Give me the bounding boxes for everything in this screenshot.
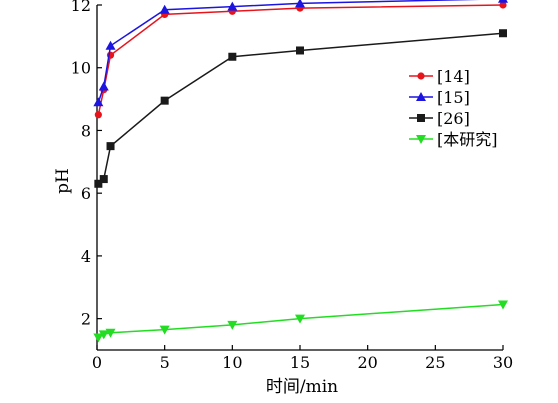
axes: 0 5 10 15 20 25 30 2 4 6 8 10 12 xyxy=(71,0,514,372)
data-point xyxy=(105,328,116,338)
data-point xyxy=(93,97,104,107)
y-tick-label: 10 xyxy=(71,59,91,78)
y-tick-label: 2 xyxy=(81,310,91,329)
data-point xyxy=(159,4,170,14)
legend-swatch-marker xyxy=(416,92,426,101)
data-point xyxy=(93,333,104,343)
data-point xyxy=(94,111,102,119)
data-point xyxy=(499,29,507,38)
data-point xyxy=(98,330,109,340)
legend-entry: [14] xyxy=(409,67,470,86)
x-tick-label: 10 xyxy=(222,353,242,372)
series-layer xyxy=(93,0,508,343)
legend-label: [15] xyxy=(437,88,470,107)
data-point xyxy=(295,314,305,324)
x-tick-label: 0 xyxy=(92,353,102,372)
data-point xyxy=(99,175,108,184)
legend-entry: [本研究] xyxy=(409,130,498,149)
data-point xyxy=(159,325,170,335)
data-point xyxy=(106,142,115,151)
data-point xyxy=(227,1,238,11)
x-tick-label: 25 xyxy=(425,353,445,372)
legend-label: [本研究] xyxy=(437,130,498,149)
y-axis-label: pH xyxy=(53,168,73,194)
data-point xyxy=(296,46,304,55)
data-point xyxy=(94,179,103,188)
y-tick-label: 12 xyxy=(71,0,91,15)
legend-entry: [26] xyxy=(409,109,470,128)
x-tick-label: 5 xyxy=(160,353,170,372)
series-2 xyxy=(93,0,508,107)
x-tick-label: 30 xyxy=(493,353,513,372)
series-3 xyxy=(94,29,507,188)
legend: [14] [15] [26] [本研究] xyxy=(409,67,498,149)
legend-swatch-marker xyxy=(417,72,425,80)
data-point xyxy=(160,96,169,105)
data-point xyxy=(499,1,507,9)
data-point xyxy=(498,300,508,310)
legend-swatch-marker xyxy=(416,135,426,144)
data-point xyxy=(295,0,305,8)
y-tick-label: 8 xyxy=(81,121,91,140)
y-tick-label: 6 xyxy=(81,184,91,203)
data-point xyxy=(98,81,109,91)
y-tick-label: 4 xyxy=(81,247,91,266)
x-tick-label: 20 xyxy=(357,353,377,372)
legend-label: [26] xyxy=(437,109,470,128)
x-tick-label: 15 xyxy=(290,353,310,372)
data-point xyxy=(498,0,508,3)
legend-label: [14] xyxy=(437,67,470,86)
series-4 xyxy=(93,300,508,343)
data-point xyxy=(228,52,237,61)
data-point xyxy=(227,320,238,330)
legend-entry: [15] xyxy=(409,88,470,107)
data-point xyxy=(105,40,116,50)
legend-swatch-marker xyxy=(417,114,425,122)
x-axis-label: 时间/min xyxy=(266,377,338,397)
